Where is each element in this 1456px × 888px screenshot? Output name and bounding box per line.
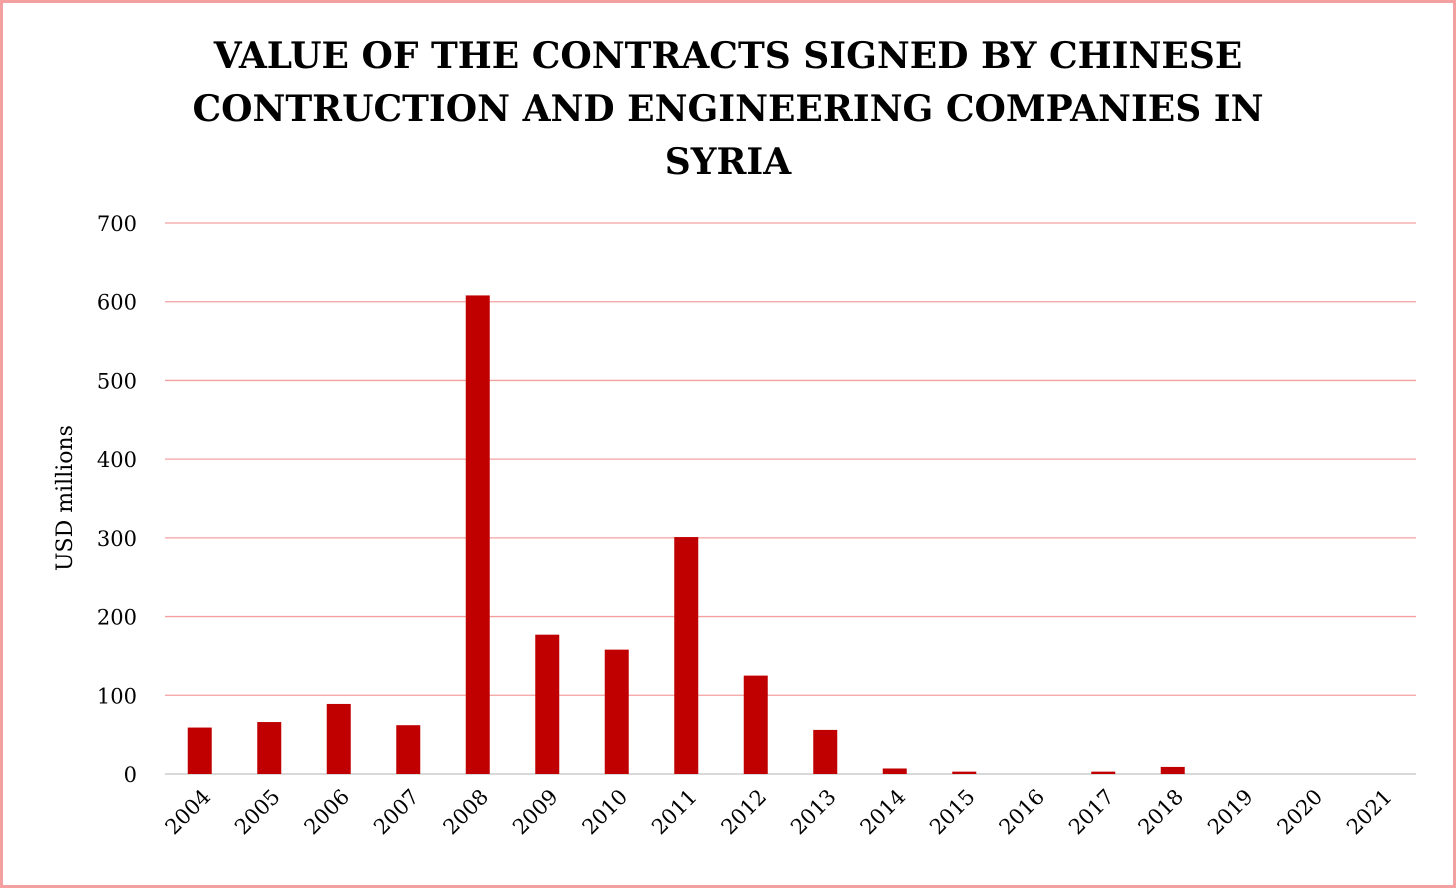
x-tick-label-2008: 2008	[439, 785, 494, 840]
x-tick-label-2017: 2017	[1064, 785, 1119, 840]
bar-2017	[1091, 771, 1116, 774]
x-tick-label-2009: 2009	[508, 785, 563, 840]
x-tick-label-2013: 2013	[786, 785, 841, 840]
y-tick-label: 400	[97, 448, 137, 472]
x-tick-label-2021: 2021	[1342, 785, 1397, 840]
x-tick-label-2012: 2012	[717, 785, 772, 840]
y-tick-label: 0	[124, 763, 137, 787]
bar-2012	[743, 675, 768, 774]
x-tick-label-2020: 2020	[1273, 785, 1328, 840]
bar-2014	[882, 768, 907, 774]
bars	[187, 295, 1185, 774]
x-tick-label-2016: 2016	[995, 785, 1050, 840]
bar-2004	[187, 727, 212, 774]
bar-2007	[396, 725, 421, 774]
x-tick-label-2006: 2006	[300, 785, 355, 840]
x-tick-label-2019: 2019	[1203, 785, 1258, 840]
bar-2018	[1160, 766, 1185, 774]
x-tick-label-2005: 2005	[230, 785, 285, 840]
y-tick-label: 100	[97, 684, 137, 708]
y-tick-label: 700	[97, 212, 137, 236]
x-tick-label-2004: 2004	[161, 785, 216, 840]
x-tick-label-2015: 2015	[925, 785, 980, 840]
x-tick-label-2018: 2018	[1134, 785, 1189, 840]
chart-title: VALUE OF THE CONTRACTS SIGNED BY CHINESE…	[192, 35, 1264, 183]
x-tick-label-2011: 2011	[647, 785, 702, 840]
x-tick-label-2010: 2010	[578, 785, 633, 840]
bar-2010	[604, 649, 629, 774]
bar-2013	[813, 729, 838, 774]
x-tick-labels: 2004 2005 2006 2007 2008 2009 2010 2011 2012 2013…	[161, 785, 1397, 840]
x-tick-label-2007: 2007	[369, 785, 424, 840]
bar-2011	[674, 537, 699, 774]
bar-2005	[257, 722, 282, 774]
bar-2008	[465, 295, 490, 774]
y-tick-label: 200	[97, 606, 137, 630]
y-tick-label: 300	[97, 527, 137, 551]
y-axis-title: USD millions	[53, 425, 78, 571]
bar-2006	[326, 703, 351, 774]
y-tick-labels: 0 100 200 300 400 500 600 700	[97, 212, 137, 787]
y-tick-label: 500	[97, 369, 137, 393]
gridlines	[165, 222, 1416, 775]
y-tick-label: 600	[97, 291, 137, 315]
bar-2009	[535, 634, 560, 774]
x-tick-label-2014: 2014	[856, 785, 911, 840]
bar-2015	[952, 771, 977, 774]
